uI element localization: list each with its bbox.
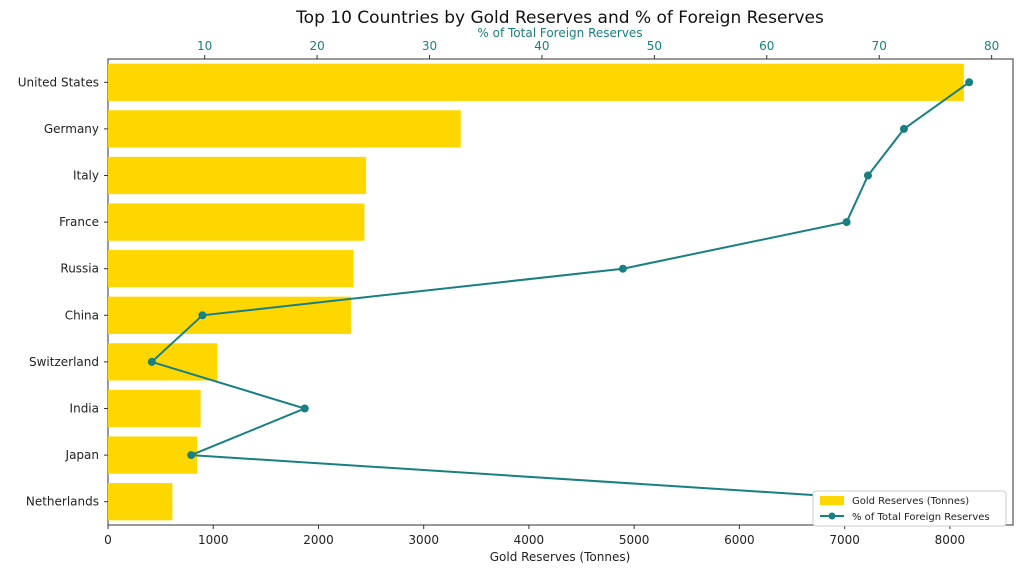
line-point-9	[187, 451, 196, 460]
top-axis-label: % of Total Foreign Reserves	[477, 26, 642, 40]
legend: Gold Reserves (Tonnes) % of Total Foreig…	[812, 490, 1007, 527]
line-point-5	[618, 264, 627, 273]
line-point-3	[863, 171, 872, 180]
y-tick-label: Netherlands	[26, 495, 99, 509]
line-point-6	[198, 311, 207, 320]
y-tick-label: China	[65, 308, 99, 322]
bars-group	[108, 63, 964, 521]
legend-line-marker	[828, 512, 836, 520]
x2-tick-label: 60	[759, 39, 774, 53]
legend-bar-label: Gold Reserves (Tonnes)	[852, 496, 969, 507]
x-tick-label: 7000	[829, 533, 860, 547]
bar-2	[108, 110, 461, 148]
bar-9	[108, 436, 198, 474]
bottom-axis-label: Gold Reserves (Tonnes)	[490, 550, 631, 564]
line-series	[149, 81, 970, 503]
y-tick-label: Japan	[65, 448, 99, 462]
x-tick-label: 1000	[198, 533, 229, 547]
y-tick-label: India	[70, 402, 99, 416]
line-point-2	[899, 124, 908, 133]
x2-tick-label: 30	[422, 39, 437, 53]
x2-tick-label: 80	[984, 39, 999, 53]
legend-bar-swatch	[820, 496, 844, 505]
x-tick-label: 4000	[514, 533, 545, 547]
x-tick-label: 3000	[408, 533, 439, 547]
bar-7	[108, 343, 218, 381]
top-x-axis: 10 20 30 40 50 60 70 80	[197, 39, 999, 59]
x-tick-label: 8000	[935, 533, 966, 547]
line-point-8	[300, 404, 309, 413]
chart-title: Top 10 Countries by Gold Reserves and % …	[295, 8, 824, 28]
bar-3	[108, 156, 367, 195]
x-tick-label: 0	[104, 533, 112, 547]
y-tick-label: Russia	[60, 262, 99, 276]
line-point-4	[842, 218, 851, 227]
x-tick-label: 2000	[303, 533, 334, 547]
bar-10	[108, 483, 173, 521]
y-tick-label: Switzerland	[29, 355, 99, 369]
legend-line-label: % of Total Foreign Reserves	[852, 512, 990, 523]
y-tick-label: France	[59, 215, 99, 229]
y-tick-label: Italy	[73, 169, 99, 183]
line-point-7	[147, 357, 156, 366]
line-point-1	[965, 78, 974, 87]
x2-tick-label: 20	[309, 39, 324, 53]
x2-tick-label: 10	[197, 39, 212, 53]
x-tick-label: 6000	[724, 533, 755, 547]
y-axis: United States Germany Italy France Russia Chi…	[18, 75, 108, 509]
y-tick-label: United States	[18, 75, 99, 89]
legend-box	[812, 490, 1007, 527]
bottom-x-axis: 0 1000 2000 3000 4000 5000 6000 7000 8000	[104, 525, 965, 547]
bar-8	[108, 389, 201, 428]
x2-tick-label: 50	[647, 39, 662, 53]
bar-5	[108, 250, 354, 288]
x2-tick-label: 70	[872, 39, 887, 53]
plot-frame	[107, 58, 1014, 526]
y-tick-label: Germany	[44, 122, 99, 136]
x2-tick-label: 40	[534, 39, 549, 53]
bar-4	[108, 203, 365, 241]
x-tick-label: 5000	[619, 533, 650, 547]
bar-1	[108, 63, 964, 101]
